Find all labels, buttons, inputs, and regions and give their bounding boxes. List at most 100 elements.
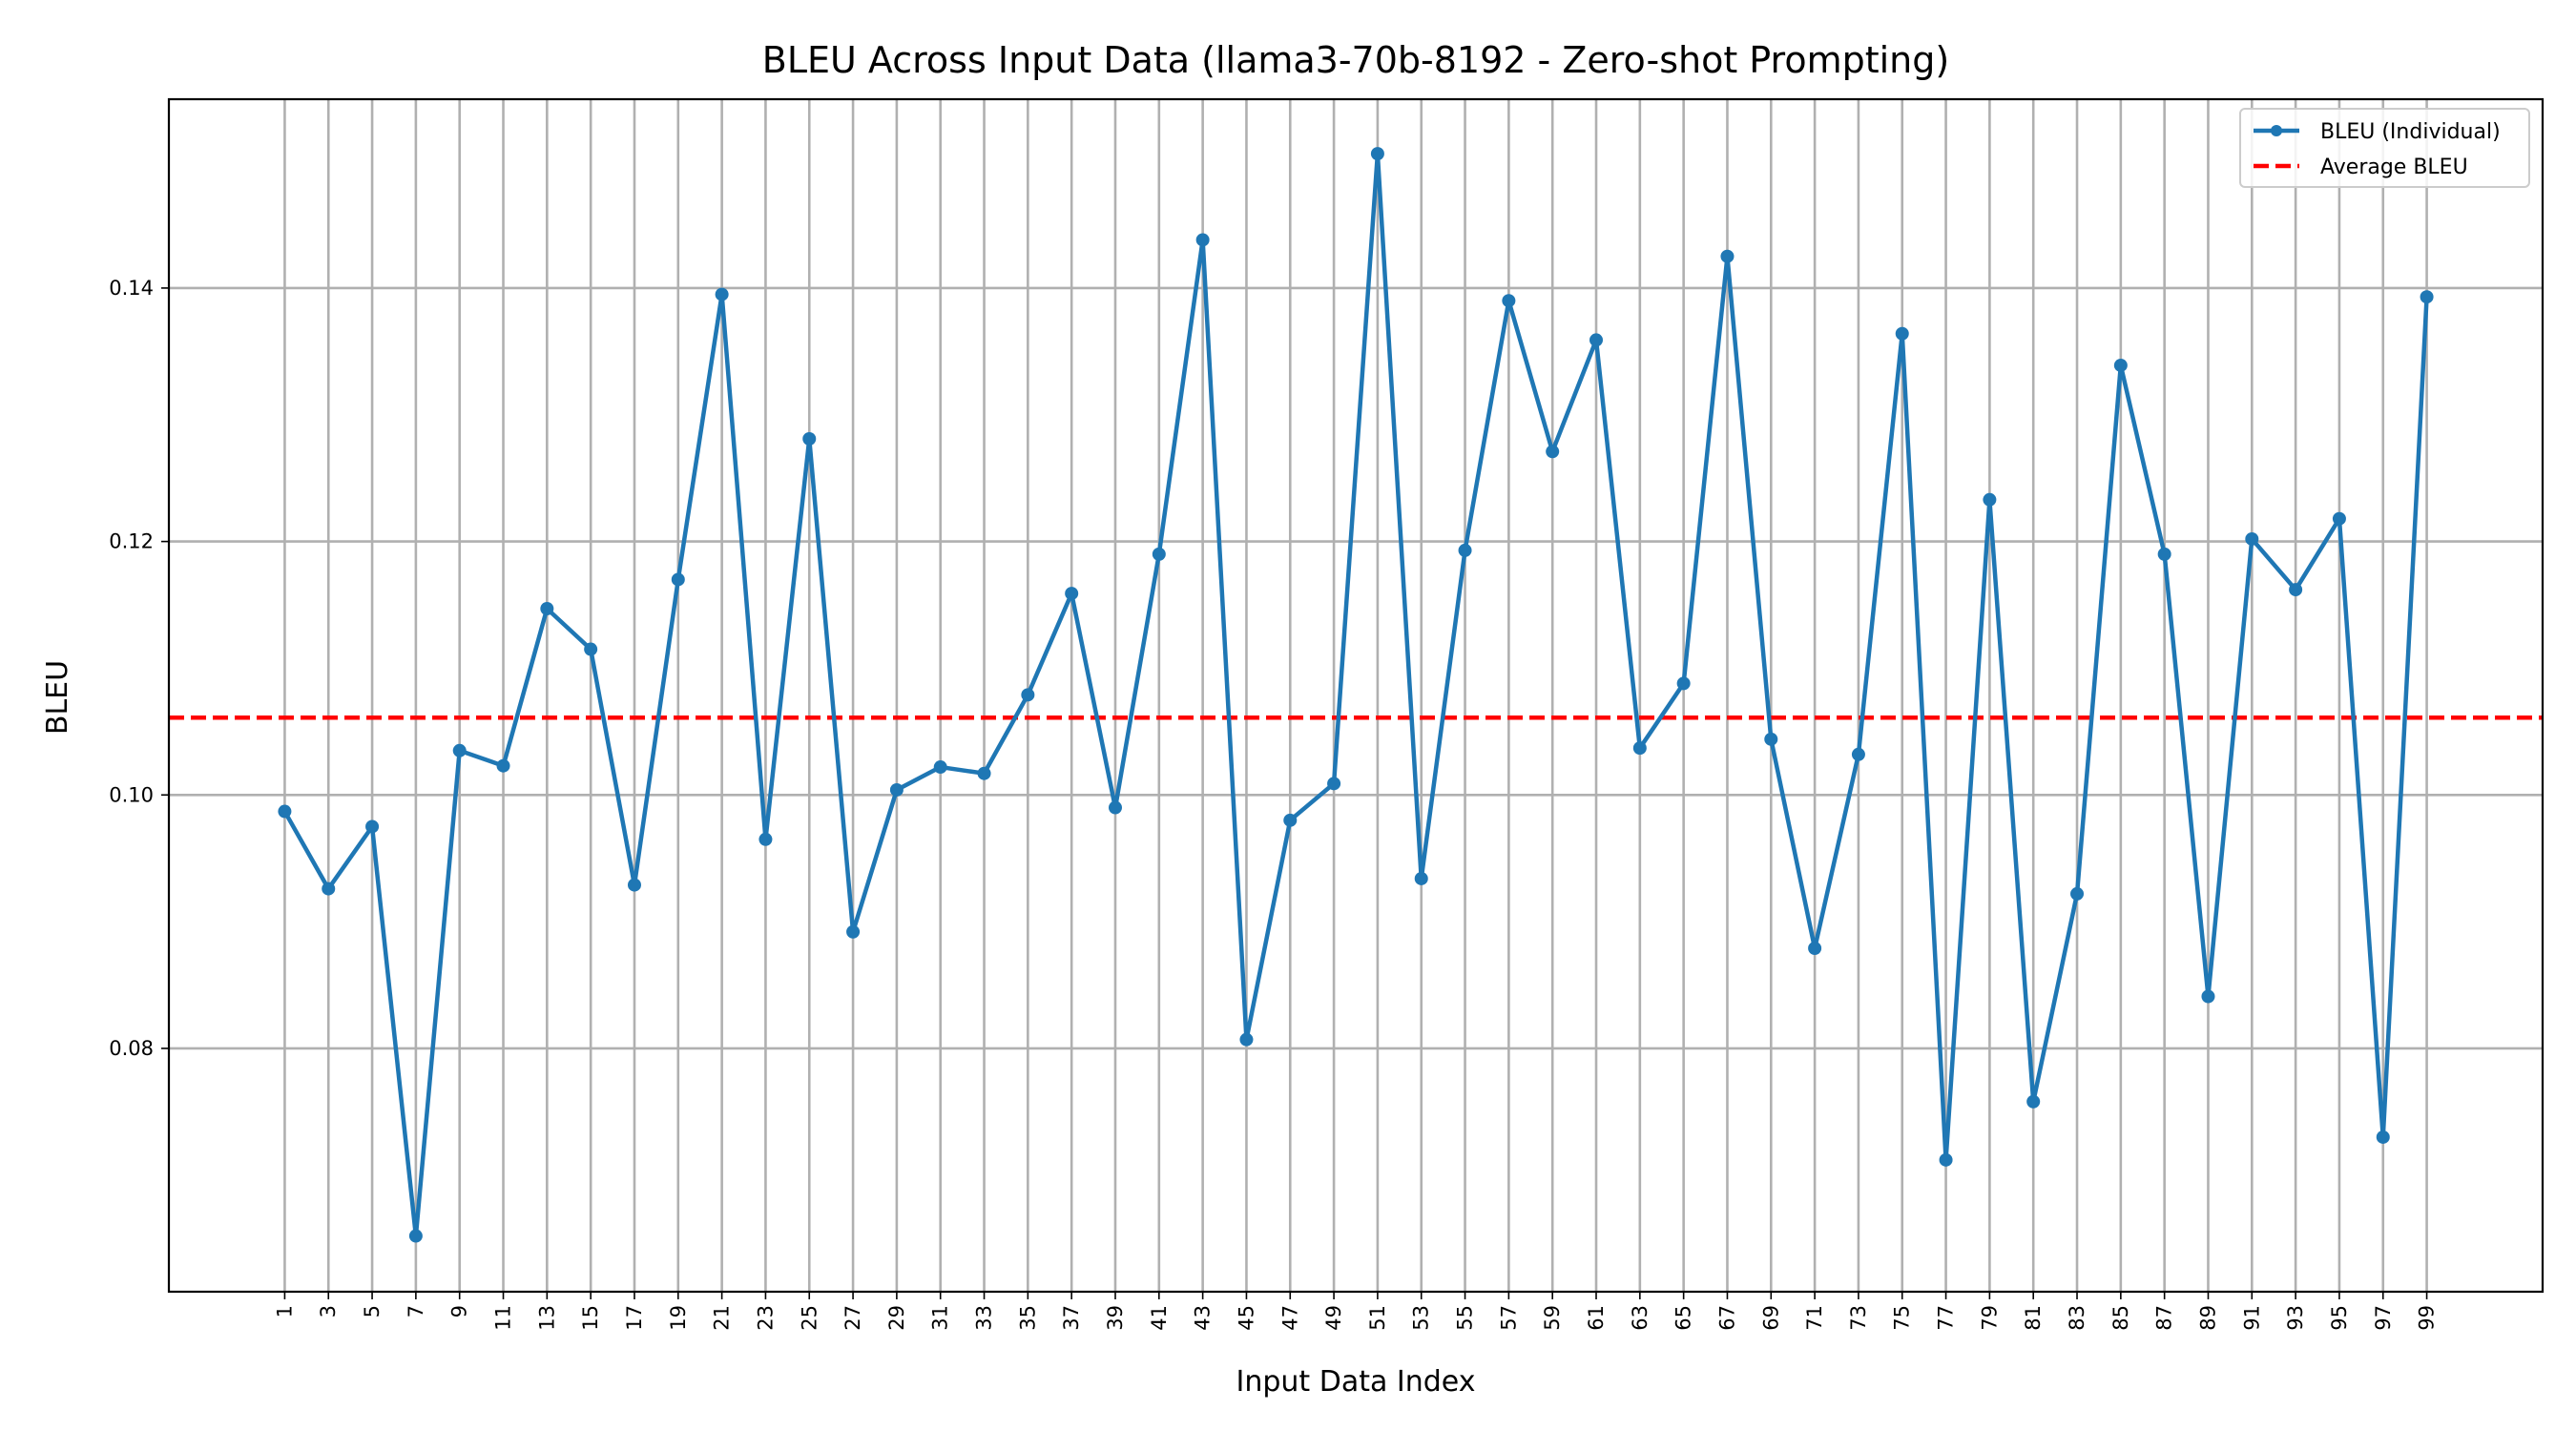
x-tick-label: 51 [1366, 1305, 1389, 1331]
x-tick-label: 43 [1192, 1305, 1215, 1331]
y-tick-label: 0.10 [109, 783, 154, 806]
x-tick-label: 37 [1060, 1305, 1083, 1331]
bleu-data-point [758, 832, 773, 846]
bleu-data-point [2332, 511, 2346, 526]
x-tick-label: 99 [2416, 1305, 2439, 1331]
bleu-data-point [627, 878, 641, 892]
x-tick-label: 89 [2196, 1305, 2219, 1331]
bleu-data-point [496, 758, 510, 773]
x-tick-label: 3 [317, 1305, 340, 1317]
bleu-data-point [715, 287, 729, 301]
bleu-data-point [1589, 333, 1604, 347]
y-tick-label: 0.12 [109, 530, 154, 553]
x-tick-label: 21 [711, 1305, 734, 1331]
bleu-data-point [540, 602, 554, 616]
x-tick-label: 15 [579, 1305, 602, 1331]
x-tick-label: 23 [754, 1305, 777, 1331]
bleu-data-point [1065, 587, 1079, 601]
x-tick-label: 9 [448, 1305, 471, 1317]
bleu-data-point [2070, 886, 2085, 901]
bleu-data-point [977, 766, 991, 780]
bleu-data-point [1895, 326, 1909, 341]
x-tick-label: 69 [1759, 1305, 1782, 1331]
bleu-data-point [1939, 1152, 1953, 1167]
x-tick-label: 35 [1016, 1305, 1039, 1331]
y-axis-label: BLEU [41, 660, 74, 735]
x-tick-label: 31 [929, 1305, 952, 1331]
y-tick-label: 0.14 [109, 277, 154, 300]
x-tick-label: 87 [2153, 1305, 2176, 1331]
x-tick-label: 53 [1410, 1305, 1433, 1331]
bleu-data-point [1851, 747, 1865, 761]
bleu-data-point [1414, 871, 1428, 885]
bleu-data-point [1764, 732, 1778, 746]
bleu-data-point [889, 782, 904, 797]
bleu-data-point [2201, 989, 2215, 1004]
x-tick-label: 61 [1585, 1305, 1608, 1331]
x-tick-label: 7 [405, 1305, 427, 1317]
x-tick-label: 59 [1541, 1305, 1564, 1331]
bleu-data-point [1983, 492, 1997, 507]
x-tick-label: 47 [1278, 1305, 1301, 1331]
x-tick-label: 63 [1629, 1305, 1652, 1331]
y-tick-label: 0.08 [109, 1037, 154, 1060]
bleu-data-point [846, 924, 861, 939]
x-tick-label: 39 [1104, 1305, 1127, 1331]
x-tick-label: 85 [2109, 1305, 2132, 1331]
series-layer [278, 147, 2434, 1243]
bleu-data-point [2245, 531, 2259, 546]
bleu-data-point [1152, 547, 1166, 561]
bleu-data-point [1239, 1032, 1254, 1047]
x-tick-label: 65 [1672, 1305, 1695, 1331]
bleu-data-point [802, 432, 817, 446]
bleu-data-point [1458, 543, 1472, 557]
x-tick-label: 27 [841, 1305, 864, 1331]
x-tick-label: 29 [885, 1305, 908, 1331]
chart-title: BLEU Across Input Data (llama3-70b-8192 … [762, 39, 1949, 81]
x-tick-label: 77 [1935, 1305, 1958, 1331]
bleu-data-point [2420, 290, 2434, 304]
bleu-data-point [452, 743, 467, 757]
bleu-data-point [1632, 741, 1647, 756]
x-tick-label: 75 [1891, 1305, 1914, 1331]
bleu-data-point [1370, 147, 1384, 161]
bleu-data-point [365, 819, 380, 834]
x-tick-label: 11 [492, 1305, 515, 1331]
legend-label-average: Average BLEU [2320, 156, 2468, 179]
x-tick-label: 71 [1803, 1305, 1826, 1331]
bleu-data-point [1546, 445, 1560, 459]
grid-lines [169, 99, 2543, 1292]
bleu-data-point [2157, 547, 2171, 561]
bleu-data-point [1720, 249, 1735, 263]
bleu-data-point [671, 572, 685, 587]
x-tick-label: 33 [973, 1305, 996, 1331]
x-tick-label: 49 [1322, 1305, 1345, 1331]
bleu-data-point [1327, 777, 1341, 791]
bleu-data-point [1195, 233, 1210, 247]
x-tick-label: 45 [1235, 1305, 1257, 1331]
bleu-data-point [1021, 688, 1035, 702]
x-tick-label: 91 [2240, 1305, 2263, 1331]
x-tick-label: 41 [1148, 1305, 1171, 1331]
bleu-data-point [2289, 583, 2303, 597]
bleu-data-point [2026, 1094, 2041, 1109]
x-tick-label: 17 [623, 1305, 646, 1331]
legend-label-individual: BLEU (Individual) [2320, 120, 2501, 144]
x-tick-label: 19 [667, 1305, 690, 1331]
bleu-data-point [1283, 813, 1298, 827]
axis-ticks: 1 3 5 7 9 11 13 15 17 19 21 23 25 27 29 31 33 35 37 39 41 43 4… [109, 277, 2438, 1331]
x-tick-label: 57 [1497, 1305, 1520, 1331]
bleu-data-point [2113, 358, 2128, 372]
x-tick-label: 83 [2066, 1305, 2088, 1331]
bleu-data-point [278, 804, 292, 819]
x-tick-label: 55 [1454, 1305, 1477, 1331]
legend-box [2239, 108, 2530, 188]
plot-frame [167, 97, 2545, 1294]
bleu-individual-line [282, 151, 2429, 1238]
x-tick-label: 97 [2372, 1305, 2395, 1331]
bleu-data-point [584, 642, 598, 656]
legend-series-marker [2271, 125, 2282, 136]
bleu-data-point [933, 760, 947, 775]
x-tick-label: 73 [1847, 1305, 1870, 1331]
bleu-data-point [2376, 1130, 2390, 1144]
